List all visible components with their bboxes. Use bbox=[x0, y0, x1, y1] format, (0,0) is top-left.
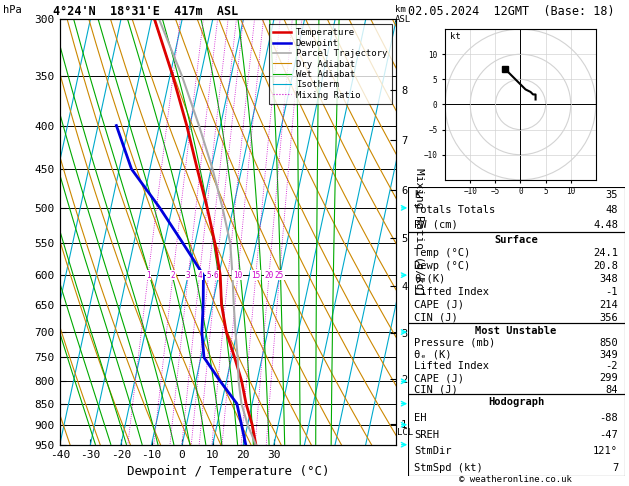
Text: -88: -88 bbox=[599, 413, 618, 423]
Text: hPa: hPa bbox=[3, 5, 22, 15]
Text: -47: -47 bbox=[599, 430, 618, 440]
Text: PW (cm): PW (cm) bbox=[414, 220, 458, 230]
Y-axis label: Mixing Ratio (g/kg): Mixing Ratio (g/kg) bbox=[414, 168, 424, 296]
Text: EH: EH bbox=[414, 413, 426, 423]
Text: 348: 348 bbox=[599, 274, 618, 284]
Text: 850: 850 bbox=[599, 338, 618, 347]
Text: CIN (J): CIN (J) bbox=[414, 385, 458, 395]
Text: 2: 2 bbox=[170, 271, 175, 279]
Text: 4.48: 4.48 bbox=[593, 220, 618, 230]
Text: 20.8: 20.8 bbox=[593, 261, 618, 271]
Bar bbox=[408, 394, 625, 476]
Text: 356: 356 bbox=[599, 313, 618, 323]
Text: km
ASL: km ASL bbox=[395, 5, 411, 24]
Text: 84: 84 bbox=[606, 385, 618, 395]
Text: 4: 4 bbox=[198, 271, 202, 279]
Text: Dewp (°C): Dewp (°C) bbox=[414, 261, 470, 271]
Text: 48: 48 bbox=[606, 205, 618, 215]
Bar bbox=[408, 323, 625, 394]
Text: Pressure (mb): Pressure (mb) bbox=[414, 338, 496, 347]
Text: Surface: Surface bbox=[494, 235, 538, 245]
Text: θₑ(K): θₑ(K) bbox=[414, 274, 445, 284]
Text: 25: 25 bbox=[275, 271, 284, 279]
Text: -2: -2 bbox=[606, 361, 618, 371]
Text: Temp (°C): Temp (°C) bbox=[414, 248, 470, 258]
Text: 299: 299 bbox=[599, 373, 618, 383]
Text: 6: 6 bbox=[214, 271, 218, 279]
Text: CAPE (J): CAPE (J) bbox=[414, 300, 464, 310]
Legend: Temperature, Dewpoint, Parcel Trajectory, Dry Adiabat, Wet Adiabat, Isotherm, Mi: Temperature, Dewpoint, Parcel Trajectory… bbox=[269, 24, 392, 104]
Text: Hodograph: Hodograph bbox=[488, 397, 544, 407]
Text: -1: -1 bbox=[606, 287, 618, 297]
Text: StmDir: StmDir bbox=[414, 446, 452, 456]
Text: Totals Totals: Totals Totals bbox=[414, 205, 496, 215]
Text: © weatheronline.co.uk: © weatheronline.co.uk bbox=[459, 474, 572, 484]
Text: kt: kt bbox=[450, 32, 461, 41]
Text: CAPE (J): CAPE (J) bbox=[414, 373, 464, 383]
Text: 7: 7 bbox=[612, 463, 618, 473]
X-axis label: Dewpoint / Temperature (°C): Dewpoint / Temperature (°C) bbox=[127, 465, 329, 478]
Text: CIN (J): CIN (J) bbox=[414, 313, 458, 323]
Text: 214: 214 bbox=[599, 300, 618, 310]
Text: 3: 3 bbox=[186, 271, 191, 279]
Text: Lifted Index: Lifted Index bbox=[414, 287, 489, 297]
Bar bbox=[408, 187, 625, 232]
Text: 5: 5 bbox=[206, 271, 211, 279]
Text: 4°24'N  18°31'E  417m  ASL: 4°24'N 18°31'E 417m ASL bbox=[53, 5, 239, 18]
Text: 35: 35 bbox=[606, 190, 618, 200]
Text: 349: 349 bbox=[599, 349, 618, 360]
Text: θₑ (K): θₑ (K) bbox=[414, 349, 452, 360]
Text: Most Unstable: Most Unstable bbox=[476, 326, 557, 336]
Text: StmSpd (kt): StmSpd (kt) bbox=[414, 463, 483, 473]
Text: 121°: 121° bbox=[593, 446, 618, 456]
Text: 24.1: 24.1 bbox=[593, 248, 618, 258]
Text: Lifted Index: Lifted Index bbox=[414, 361, 489, 371]
Bar bbox=[408, 232, 625, 323]
Text: 02.05.2024  12GMT  (Base: 18): 02.05.2024 12GMT (Base: 18) bbox=[408, 5, 614, 18]
Text: 15: 15 bbox=[251, 271, 260, 279]
Text: 20: 20 bbox=[264, 271, 274, 279]
Text: 1: 1 bbox=[146, 271, 150, 279]
Text: K: K bbox=[414, 190, 420, 200]
Text: 10: 10 bbox=[233, 271, 242, 279]
Text: LCL: LCL bbox=[397, 428, 413, 437]
Text: SREH: SREH bbox=[414, 430, 439, 440]
